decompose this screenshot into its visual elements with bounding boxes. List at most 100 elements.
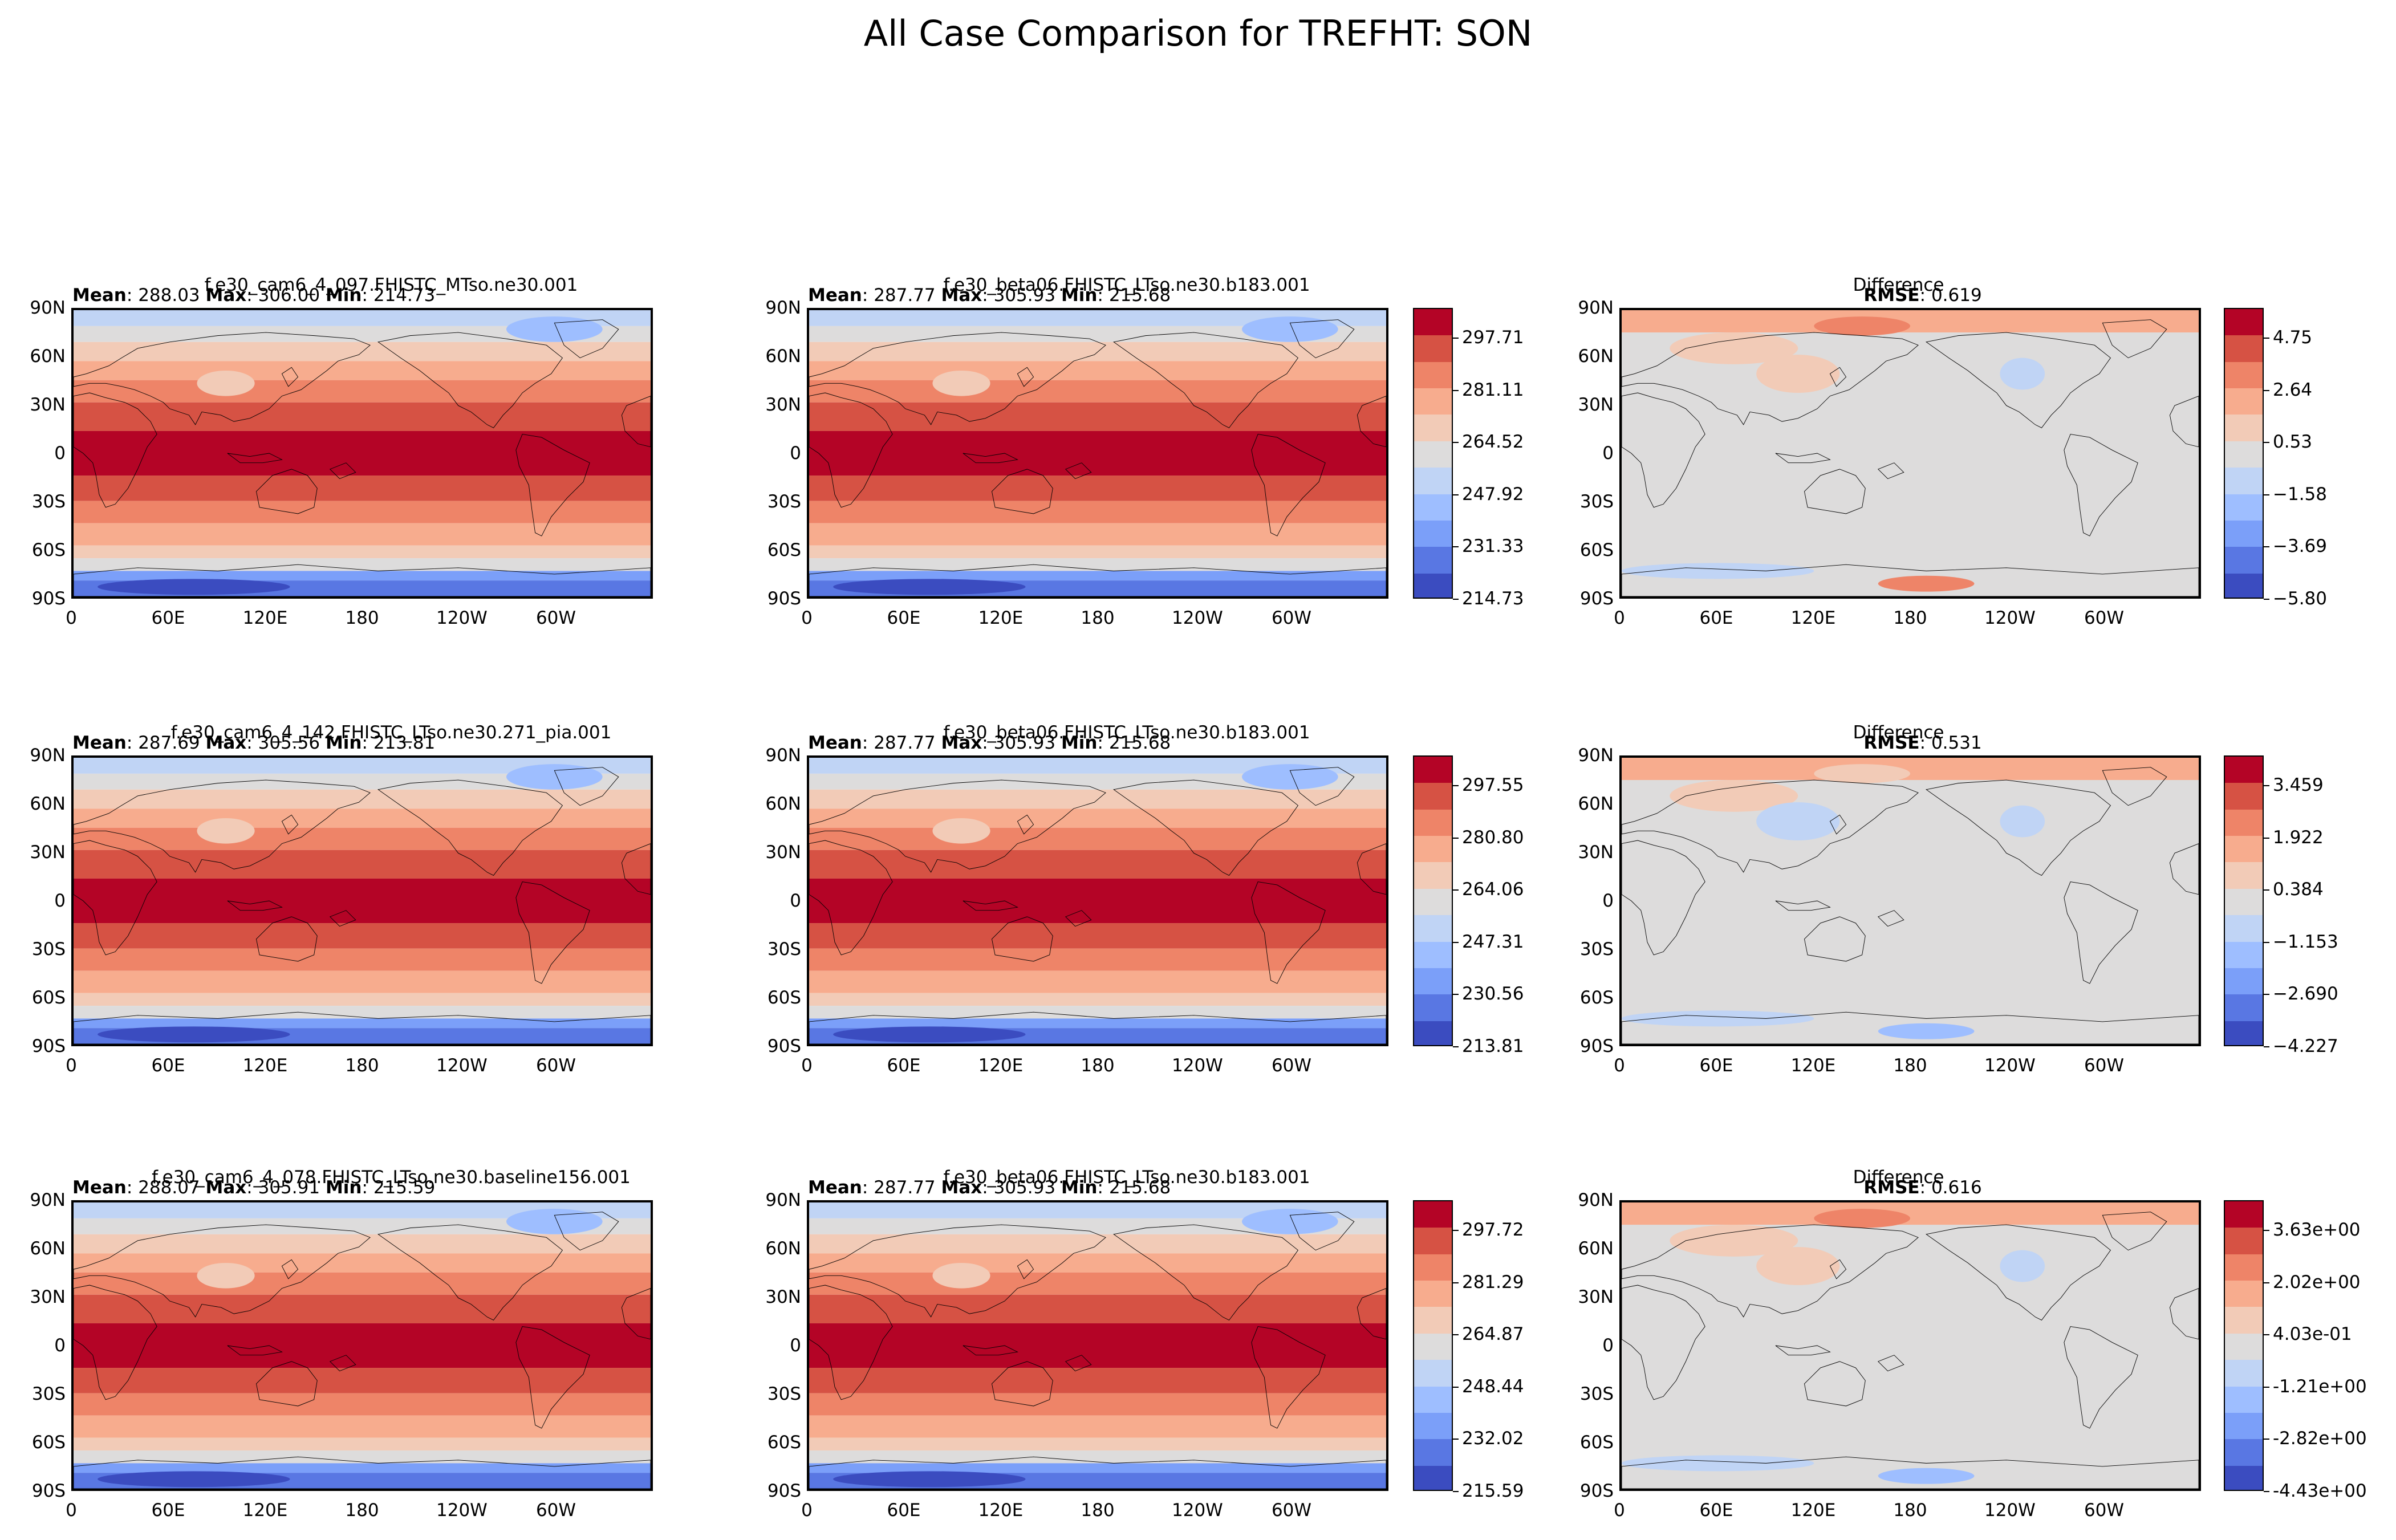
temperature-band <box>809 545 1386 559</box>
diff-eurasia-anomaly <box>1670 780 1798 812</box>
lon-tick-label: 60W <box>2084 608 2125 628</box>
map-diff-r2c3 <box>1619 755 2201 1046</box>
coastline <box>1114 332 1298 428</box>
colorbar-tick-mark <box>2264 338 2269 339</box>
temperature-band <box>74 878 651 924</box>
coastline <box>1622 780 1918 872</box>
colorbar-tick-label: 297.55 <box>1462 775 1524 795</box>
lon-tick-label: 0 <box>1614 608 1625 628</box>
temperature-band <box>74 1368 651 1393</box>
lon-tick-label: 60W <box>535 1055 576 1076</box>
temperature-band <box>809 1393 1386 1416</box>
max-label: Max <box>205 733 247 753</box>
lat-tick-label: 60S <box>767 540 801 560</box>
temperature-band <box>809 1323 1386 1368</box>
coastline <box>516 882 590 984</box>
map-canvas <box>809 758 1386 1044</box>
lat-tick-label: 60S <box>1579 540 1614 560</box>
colorbar-level <box>2225 520 2263 548</box>
diff-antarctic-anomaly <box>1622 1010 1814 1027</box>
colorbar-tick-mark <box>2264 1282 2269 1283</box>
coastline <box>1357 396 1386 447</box>
colorbar-tick-mark <box>1453 837 1459 839</box>
lat-tick-label: 30S <box>767 939 801 960</box>
diff-asia-anomaly <box>1756 1247 1840 1286</box>
colorbar-tick-mark <box>1453 1386 1459 1388</box>
colorbar-level <box>1414 468 1452 495</box>
coastline <box>516 1327 590 1428</box>
coastline <box>256 469 317 514</box>
coastline <box>1926 1225 2110 1320</box>
coastline <box>2102 1212 2166 1250</box>
temperature-band <box>809 878 1386 924</box>
difference-title: Difference <box>1853 722 1944 743</box>
lon-tick-label: 120E <box>978 1500 1024 1521</box>
coastline <box>228 453 282 463</box>
colorbar-level <box>2225 1021 2263 1045</box>
colorbar-level <box>1414 1439 1452 1466</box>
coastline <box>1878 911 1904 927</box>
colorbar-difference-r3 <box>2224 1200 2264 1491</box>
reference-case-title: f.e30_beta06.FHISTC_LTso.ne30.b183.001 <box>943 722 1310 743</box>
coastline <box>74 332 370 425</box>
colorbar-tick-label: 1.922 <box>2273 827 2324 848</box>
coastline <box>1776 1346 1830 1355</box>
coastline <box>1776 901 1830 911</box>
colorbar-tick-mark <box>1453 785 1459 786</box>
coastline <box>74 1285 157 1400</box>
colorbar-tick-label: -1.21e+00 <box>2273 1376 2367 1397</box>
coastline <box>516 434 590 536</box>
colorbar-level <box>1414 1386 1452 1413</box>
lon-tick-label: 180 <box>1081 608 1115 628</box>
greenland-cold-spot <box>506 764 603 790</box>
diff-namerica-anomaly <box>2000 1250 2045 1282</box>
lat-tick-label: 60S <box>31 988 66 1008</box>
colorbar-tick-label: 232.02 <box>1462 1428 1524 1449</box>
colorbar-tick-mark <box>2264 1046 2269 1047</box>
tibet-cold-spot <box>197 370 255 396</box>
colorbar-level <box>2225 1360 2263 1387</box>
colorbar-tick-mark <box>1453 1230 1459 1231</box>
coastline <box>809 1012 1386 1044</box>
colorbar-level <box>1414 994 1452 1022</box>
colorbar-tick-label: 264.87 <box>1462 1324 1524 1345</box>
lat-tick-label: 30N <box>30 842 66 863</box>
lat-tick-label: 0 <box>790 891 801 911</box>
coastline <box>1830 1259 1846 1278</box>
panel-stats: Mean: 287.69 Max: 305.56 Min: 213.81 <box>72 733 436 753</box>
lat-tick-label: 30S <box>767 1384 801 1404</box>
colorbar-tick-mark <box>1453 941 1459 943</box>
lon-tick-label: 0 <box>66 1055 77 1076</box>
colorbar-tick-label: 297.72 <box>1462 1220 1524 1240</box>
colorbar-level <box>1414 1254 1452 1282</box>
lon-tick-label: 0 <box>1614 1500 1625 1521</box>
lat-tick-label: 90N <box>765 1190 801 1210</box>
colorbar-tick-label: 248.44 <box>1462 1376 1524 1397</box>
max-label: Max <box>205 1177 247 1198</box>
colorbar-tick-mark <box>1453 1491 1459 1492</box>
lat-tick-label: 30S <box>1579 1384 1614 1404</box>
lon-tick-label: 60W <box>1271 1055 1312 1076</box>
colorbar-tick-label: 4.03e-01 <box>2273 1324 2352 1345</box>
coastline <box>2170 396 2199 447</box>
temperature-band <box>809 1450 1386 1464</box>
colorbar-level <box>1414 1360 1452 1387</box>
lat-tick-label: 90N <box>765 745 801 766</box>
colorbar-difference-r1 <box>2224 308 2264 599</box>
diff-namerica-anomaly <box>2000 805 2045 838</box>
temperature-band <box>74 430 651 476</box>
lat-tick-label: 60N <box>30 346 66 367</box>
coastline <box>809 780 1106 872</box>
lat-tick-label: 30N <box>30 395 66 415</box>
temperature-band <box>74 523 651 546</box>
lon-tick-label: 60W <box>1271 1500 1312 1521</box>
mean-value: 288.07 <box>138 1177 200 1198</box>
rmse-stat: RMSE: 0.616 <box>1863 1177 1982 1198</box>
colorbar-tick-label: 0.53 <box>2273 432 2313 453</box>
temperature-band <box>809 970 1386 993</box>
lon-tick-label: 60E <box>151 608 185 628</box>
colorbar-tick-label: 0.384 <box>2273 879 2324 900</box>
min-value: 215.68 <box>1108 733 1171 753</box>
lat-tick-label: 0 <box>790 1335 801 1356</box>
lat-tick-label: 30S <box>31 1384 66 1404</box>
